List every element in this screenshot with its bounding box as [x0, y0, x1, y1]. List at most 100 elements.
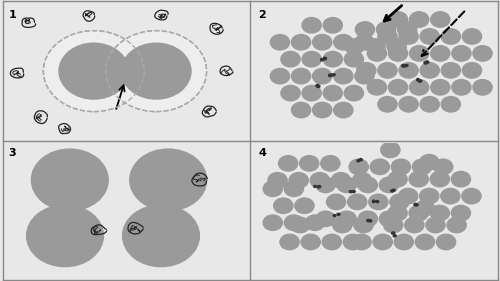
- Circle shape: [290, 217, 310, 233]
- Circle shape: [368, 46, 386, 61]
- Circle shape: [376, 22, 396, 37]
- Circle shape: [337, 177, 356, 193]
- Polygon shape: [316, 84, 319, 87]
- Circle shape: [399, 29, 418, 44]
- Circle shape: [447, 217, 466, 233]
- Circle shape: [356, 22, 374, 37]
- Circle shape: [263, 215, 282, 230]
- Text: 4: 4: [258, 148, 266, 158]
- Circle shape: [388, 205, 407, 221]
- Circle shape: [321, 156, 340, 171]
- Polygon shape: [376, 201, 378, 203]
- Circle shape: [306, 215, 324, 230]
- Circle shape: [452, 171, 470, 187]
- Polygon shape: [332, 74, 335, 76]
- Circle shape: [270, 35, 289, 50]
- Circle shape: [392, 159, 410, 175]
- Circle shape: [441, 63, 460, 78]
- Circle shape: [302, 51, 321, 67]
- Polygon shape: [328, 74, 332, 77]
- Text: 2: 2: [258, 10, 266, 21]
- Circle shape: [398, 188, 417, 204]
- Circle shape: [430, 80, 450, 95]
- Polygon shape: [352, 191, 355, 193]
- Circle shape: [284, 215, 304, 230]
- Circle shape: [380, 177, 398, 193]
- Circle shape: [323, 51, 342, 67]
- Polygon shape: [360, 158, 362, 161]
- Polygon shape: [424, 62, 427, 64]
- Circle shape: [398, 22, 417, 37]
- Circle shape: [381, 142, 400, 158]
- Circle shape: [345, 39, 364, 54]
- Circle shape: [420, 29, 440, 44]
- Circle shape: [384, 217, 403, 233]
- Polygon shape: [390, 190, 394, 192]
- Circle shape: [452, 205, 470, 221]
- Circle shape: [434, 159, 453, 175]
- Circle shape: [412, 159, 432, 175]
- Circle shape: [334, 102, 353, 118]
- Polygon shape: [392, 189, 395, 191]
- Circle shape: [441, 97, 460, 112]
- Circle shape: [263, 181, 282, 196]
- Circle shape: [420, 97, 440, 112]
- Circle shape: [310, 173, 330, 188]
- Circle shape: [388, 171, 407, 187]
- Circle shape: [312, 69, 332, 84]
- Polygon shape: [316, 85, 320, 88]
- Circle shape: [416, 200, 434, 216]
- Polygon shape: [416, 78, 420, 81]
- Circle shape: [462, 188, 481, 204]
- Circle shape: [430, 46, 450, 61]
- Circle shape: [399, 63, 418, 78]
- Circle shape: [409, 205, 428, 221]
- Polygon shape: [357, 160, 360, 162]
- Circle shape: [302, 85, 321, 101]
- Circle shape: [302, 18, 321, 33]
- Circle shape: [416, 234, 434, 250]
- Polygon shape: [349, 191, 352, 193]
- Polygon shape: [418, 80, 422, 82]
- Circle shape: [316, 211, 335, 226]
- Circle shape: [358, 177, 378, 193]
- Circle shape: [388, 12, 407, 27]
- Circle shape: [409, 171, 428, 187]
- Circle shape: [388, 80, 407, 95]
- Circle shape: [337, 211, 356, 226]
- Polygon shape: [404, 64, 408, 67]
- Circle shape: [352, 173, 372, 188]
- Polygon shape: [333, 214, 336, 217]
- Circle shape: [373, 234, 392, 250]
- Circle shape: [289, 173, 308, 188]
- Polygon shape: [392, 232, 394, 234]
- Circle shape: [281, 51, 300, 67]
- Circle shape: [420, 63, 440, 78]
- Polygon shape: [402, 65, 406, 67]
- Circle shape: [122, 205, 200, 267]
- Circle shape: [430, 12, 450, 27]
- Circle shape: [452, 80, 471, 95]
- Circle shape: [378, 63, 397, 78]
- Circle shape: [316, 177, 335, 193]
- Circle shape: [430, 171, 450, 187]
- Circle shape: [344, 85, 364, 101]
- Circle shape: [399, 97, 418, 112]
- Circle shape: [44, 31, 144, 112]
- Circle shape: [278, 156, 297, 171]
- Circle shape: [410, 80, 429, 95]
- Circle shape: [292, 102, 310, 118]
- Circle shape: [332, 173, 350, 188]
- Circle shape: [292, 69, 310, 84]
- Circle shape: [473, 80, 492, 95]
- Text: 3: 3: [8, 148, 16, 158]
- Circle shape: [270, 69, 289, 84]
- Circle shape: [301, 234, 320, 250]
- Circle shape: [322, 234, 342, 250]
- Circle shape: [268, 173, 287, 188]
- Circle shape: [426, 217, 445, 233]
- Circle shape: [280, 234, 299, 250]
- Circle shape: [32, 149, 108, 211]
- Circle shape: [284, 181, 304, 196]
- Circle shape: [122, 43, 191, 99]
